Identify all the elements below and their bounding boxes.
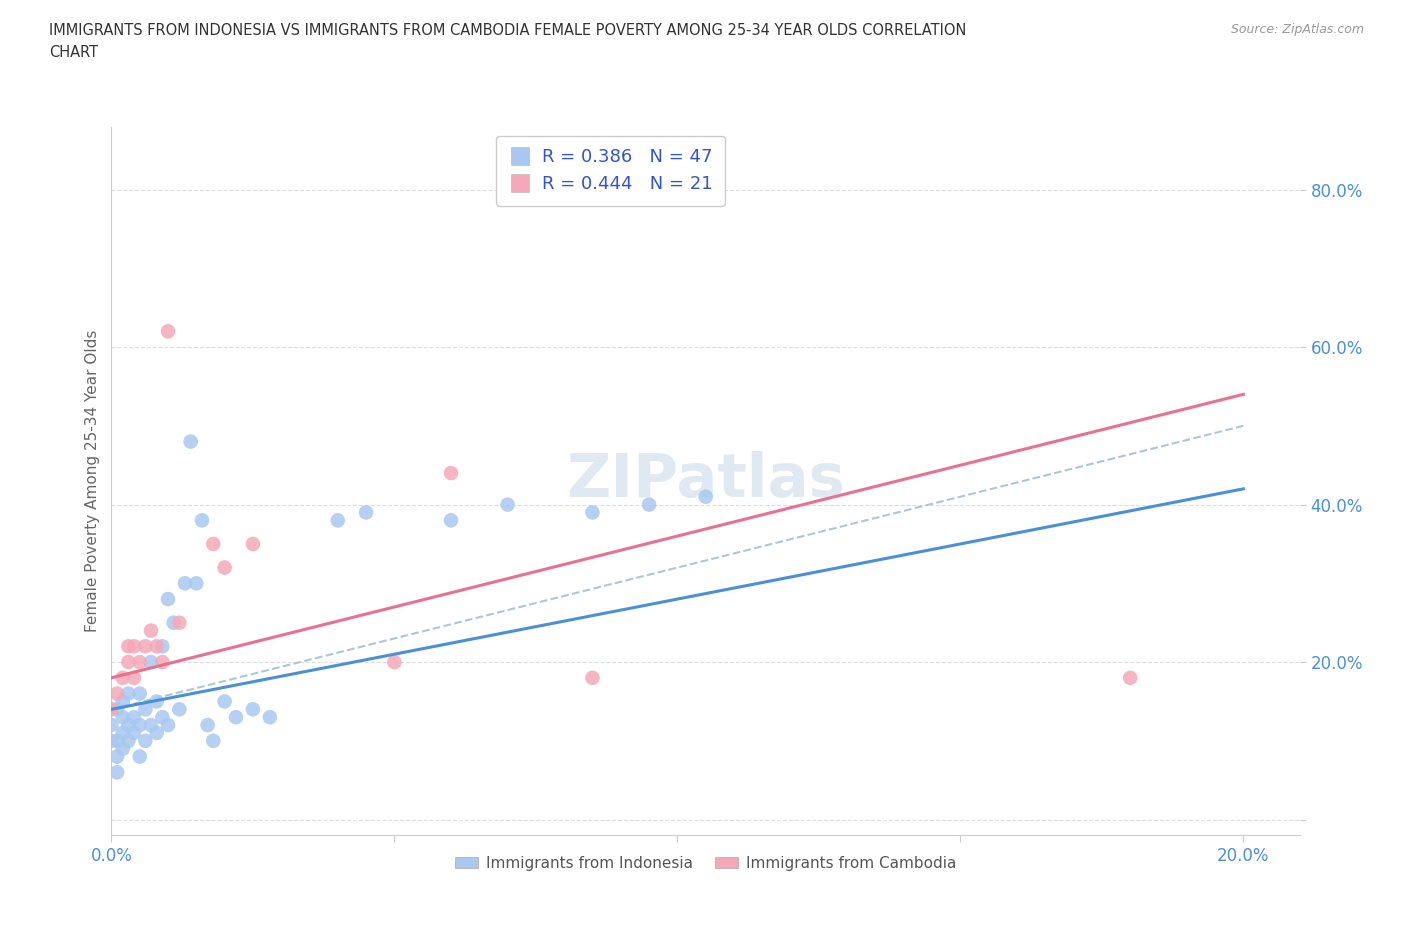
- Point: [128, 718, 150, 733]
- Point: [169, 702, 191, 717]
- Point: [440, 512, 463, 527]
- Point: [145, 639, 167, 654]
- Point: [105, 734, 128, 749]
- Point: [214, 694, 236, 709]
- Point: [242, 702, 264, 717]
- Point: [150, 655, 173, 670]
- Point: [150, 710, 173, 724]
- Point: [122, 639, 145, 654]
- Text: IMMIGRANTS FROM INDONESIA VS IMMIGRANTS FROM CAMBODIA FEMALE POVERTY AMONG 25-34: IMMIGRANTS FROM INDONESIA VS IMMIGRANTS …: [49, 23, 966, 60]
- Point: [150, 639, 173, 654]
- Point: [197, 718, 219, 733]
- Point: [202, 537, 225, 551]
- Point: [354, 505, 377, 520]
- Point: [145, 725, 167, 740]
- Point: [117, 655, 139, 670]
- Point: [186, 576, 208, 591]
- Point: [695, 489, 717, 504]
- Point: [440, 466, 463, 481]
- Point: [134, 702, 156, 717]
- Point: [259, 710, 281, 724]
- Point: [122, 725, 145, 740]
- Point: [638, 498, 661, 512]
- Point: [117, 718, 139, 733]
- Point: [111, 741, 134, 756]
- Y-axis label: Female Poverty Among 25-34 Year Olds: Female Poverty Among 25-34 Year Olds: [86, 330, 100, 632]
- Point: [180, 434, 202, 449]
- Point: [139, 718, 162, 733]
- Point: [214, 560, 236, 575]
- Point: [111, 725, 134, 740]
- Point: [100, 702, 122, 717]
- Point: [134, 639, 156, 654]
- Text: Source: ZipAtlas.com: Source: ZipAtlas.com: [1230, 23, 1364, 36]
- Point: [191, 512, 214, 527]
- Point: [326, 512, 349, 527]
- Point: [122, 710, 145, 724]
- Point: [174, 576, 197, 591]
- Text: ZIPatlas: ZIPatlas: [567, 451, 845, 511]
- Point: [117, 639, 139, 654]
- Point: [117, 686, 139, 701]
- Point: [100, 734, 122, 749]
- Point: [105, 750, 128, 764]
- Point: [105, 702, 128, 717]
- Point: [100, 718, 122, 733]
- Point: [1119, 671, 1142, 685]
- Point: [156, 591, 179, 606]
- Point: [139, 655, 162, 670]
- Point: [128, 655, 150, 670]
- Point: [156, 324, 179, 339]
- Point: [122, 671, 145, 685]
- Point: [225, 710, 247, 724]
- Point: [105, 686, 128, 701]
- Point: [581, 505, 603, 520]
- Point: [242, 537, 264, 551]
- Point: [145, 694, 167, 709]
- Point: [128, 750, 150, 764]
- Point: [111, 710, 134, 724]
- Point: [111, 671, 134, 685]
- Point: [128, 686, 150, 701]
- Point: [496, 498, 519, 512]
- Legend: Immigrants from Indonesia, Immigrants from Cambodia: Immigrants from Indonesia, Immigrants fr…: [449, 850, 963, 877]
- Point: [163, 616, 186, 631]
- Point: [139, 623, 162, 638]
- Point: [117, 734, 139, 749]
- Point: [169, 616, 191, 631]
- Point: [202, 734, 225, 749]
- Point: [384, 655, 406, 670]
- Point: [156, 718, 179, 733]
- Point: [581, 671, 603, 685]
- Point: [111, 694, 134, 709]
- Point: [105, 764, 128, 779]
- Point: [134, 734, 156, 749]
